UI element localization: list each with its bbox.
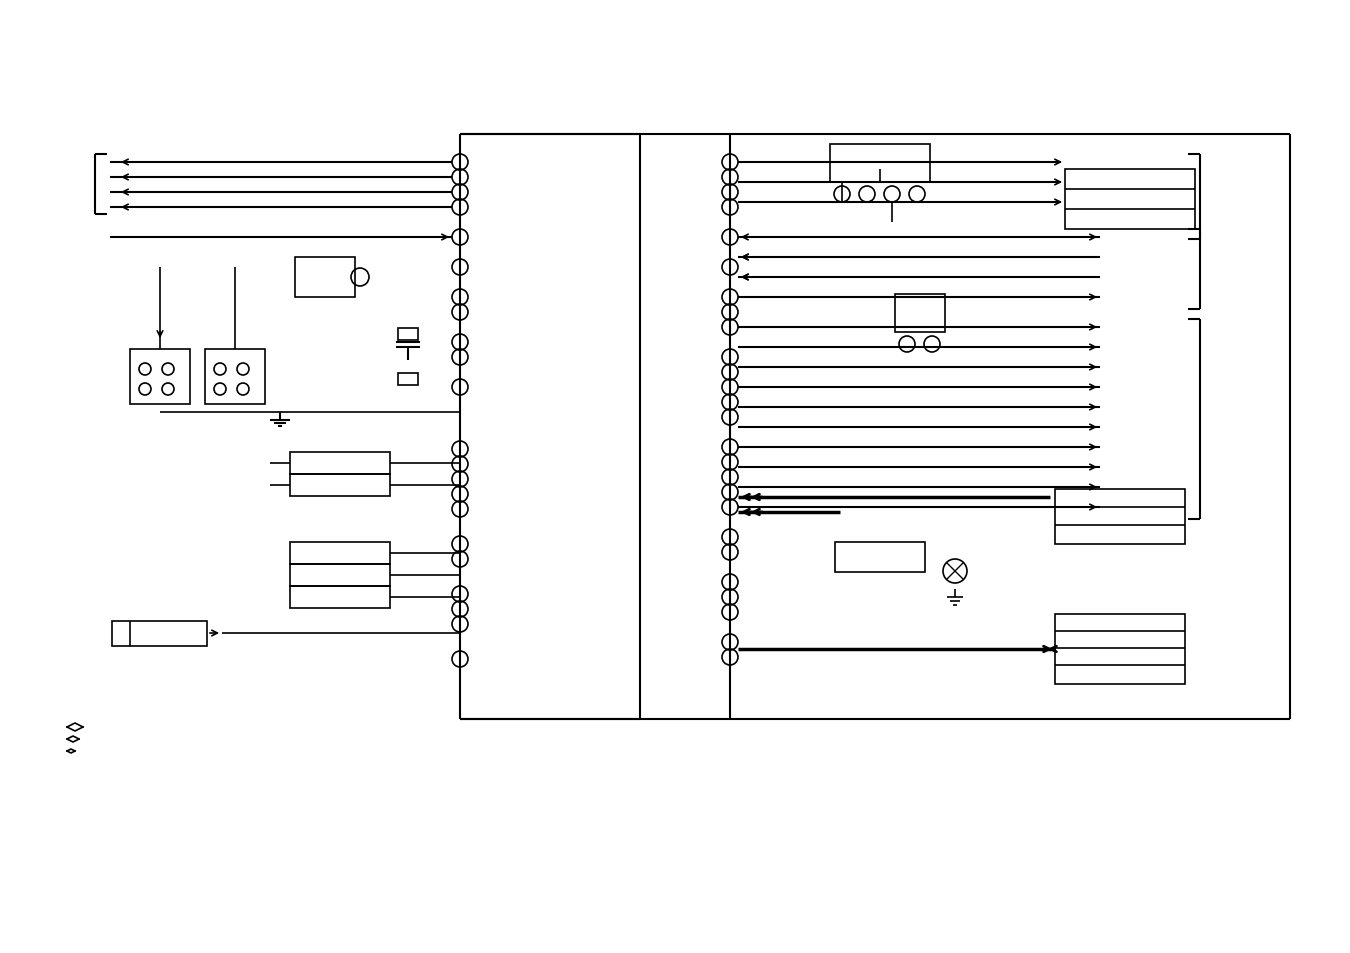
Bar: [398, 374, 418, 386]
Bar: [1054, 490, 1185, 544]
Bar: [830, 145, 930, 183]
Bar: [1065, 170, 1195, 230]
Bar: [296, 257, 355, 297]
Bar: [290, 564, 390, 586]
Bar: [290, 542, 390, 564]
Bar: [895, 294, 945, 333]
Bar: [130, 350, 190, 405]
Bar: [290, 475, 390, 497]
Bar: [836, 542, 925, 573]
Bar: [398, 329, 418, 340]
Bar: [290, 586, 390, 608]
Bar: [112, 621, 207, 646]
Bar: [1054, 615, 1185, 684]
Bar: [290, 453, 390, 475]
Bar: [205, 350, 265, 405]
